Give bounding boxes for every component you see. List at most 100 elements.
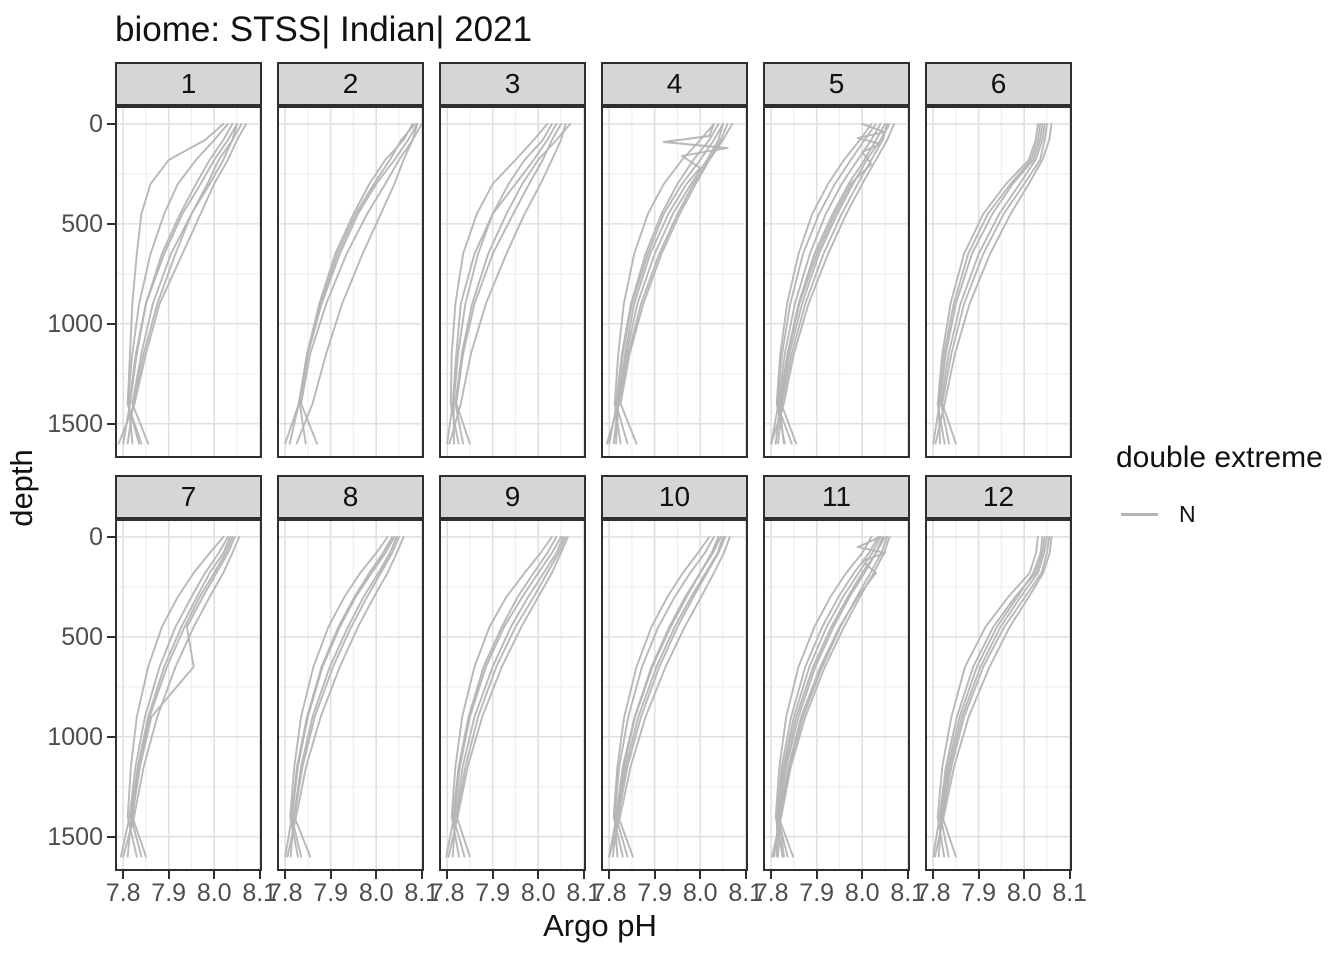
x-tick-label: 7.8 [429,879,465,907]
panel-border [439,106,586,458]
profile-line [939,536,1044,858]
profile-line [126,123,229,445]
profile-line [770,123,882,445]
profile-line [126,536,234,858]
profile-line [451,536,565,858]
panel-background [601,519,748,871]
y-tick-label: 0 [89,109,103,138]
profile-line [615,123,720,445]
facet-strip-label: 4 [666,68,683,99]
facet-strip-label: 11 [821,481,852,512]
profile-line [126,536,225,858]
x-tick-label: 7.9 [313,879,349,907]
profile-line [300,123,423,445]
panel-border [763,519,910,871]
profile-line [934,536,1053,858]
x-tick-label: 7.8 [105,879,141,907]
profile-line [613,123,715,445]
facet-strip: 12 [925,475,1072,519]
facet-strip-label: 6 [990,68,1007,99]
x-tick-mark [1068,871,1071,879]
profile-line [119,536,229,858]
x-tick-label: 8.1 [242,879,278,907]
x-tick-label: 8.0 [196,879,232,907]
profile-line [289,536,398,858]
y-tick-label: 1000 [47,722,103,751]
profile-line [454,123,572,445]
x-axis-title: Argo pH [543,908,657,943]
profile-line [771,536,891,858]
y-tick-mark [107,222,115,225]
panel-border [601,106,748,458]
facet-strip: 11 [763,475,910,519]
panel-background [601,106,748,458]
profile-line [774,123,886,445]
x-tick-label: 7.9 [637,879,673,907]
profile-line [452,536,558,858]
x-tick-mark [744,871,747,879]
facet-strip: 3 [439,62,586,106]
facet-strip-label: 10 [658,481,691,512]
facet-strip-label: 12 [982,481,1015,512]
profile-line [295,123,419,445]
panel-border [277,106,424,458]
x-tick-mark [213,871,216,879]
facet-panel [601,519,748,871]
profile-line [131,536,236,858]
facet-panel [115,519,262,871]
x-tick-label: 8.0 [1006,879,1042,907]
facet-panel [277,519,424,871]
x-tick-mark [815,871,818,879]
x-tick-mark [122,871,125,879]
y-tick-label: 500 [61,209,103,238]
x-tick-label: 8.0 [358,879,394,907]
profile-line [776,536,882,858]
x-tick-mark [329,871,332,879]
x-tick-mark [861,871,864,879]
profile-line [775,123,873,445]
profile-line [780,123,891,445]
panel-border [277,519,424,871]
profile-line [932,536,1046,858]
panel-background [439,519,586,871]
profile-line [290,536,394,858]
profile-line [937,123,1042,445]
x-tick-label: 7.9 [475,879,511,907]
facet-strip-label: 3 [504,68,521,99]
x-tick-mark [608,871,611,879]
profile-line [936,536,1039,858]
profile-line [289,536,389,858]
facet-panel [439,106,586,458]
facet-strip-label: 8 [342,481,359,512]
facet-panel [601,106,748,458]
profile-line [770,123,896,445]
y-tick-label: 1500 [47,409,103,438]
panel-background [277,519,424,871]
profile-line [608,536,731,858]
profile-line [934,123,1053,445]
facet-panel [925,519,1072,871]
profile-line [777,123,889,445]
x-tick-mark [1023,871,1026,879]
profile-line [450,536,553,858]
legend: double extreme N [1116,441,1323,528]
facet-panel [277,106,424,458]
x-tick-mark [420,871,423,879]
panel-background [115,519,262,871]
facet-strip: 2 [277,62,424,106]
x-tick-mark [653,871,656,879]
x-tick-mark [375,871,378,879]
x-tick-label: 7.8 [915,879,951,907]
facet-strip: 8 [277,475,424,519]
y-tick-mark [107,422,115,425]
x-tick-mark [906,871,909,879]
profile-line [445,536,562,858]
legend-item-label: N [1179,501,1196,527]
profile-line [936,123,1039,445]
y-tick-mark [107,122,115,125]
legend-item: N [1116,501,1323,528]
profile-line [777,536,889,858]
x-tick-mark [167,871,170,879]
profile-line [941,536,1051,858]
profile-line [774,536,873,858]
